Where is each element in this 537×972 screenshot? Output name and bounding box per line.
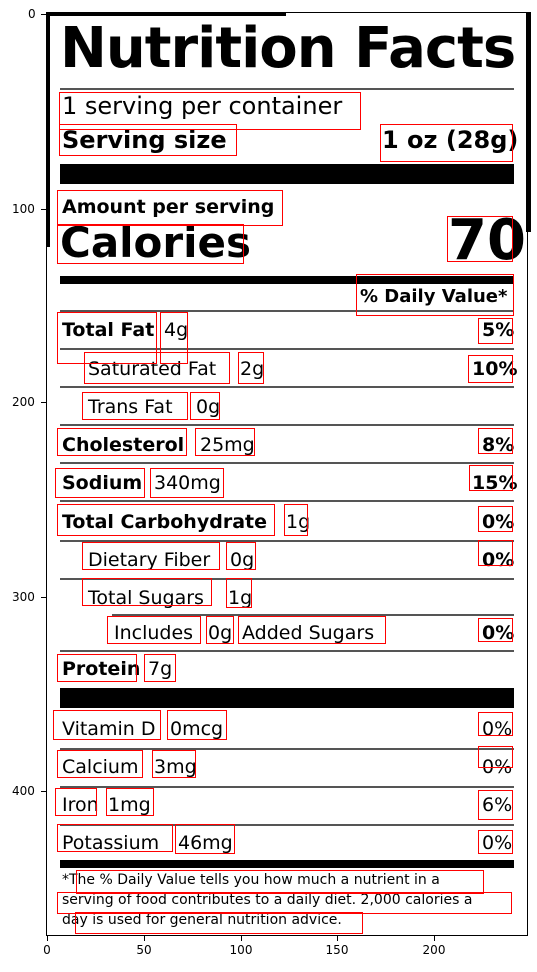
y-tick-mark [41,791,46,792]
divider [60,540,514,542]
divider [60,348,514,350]
y-tick-mark [41,209,46,210]
nutrient-dv: 0% [482,511,515,533]
vitamin-amount: 0mcg [170,718,224,740]
nutrient-dv: 5% [482,319,515,341]
nutrient-dv: 8% [482,434,515,456]
y-tick-label: 0 [28,7,36,21]
nutrient-name: Total Carbohydrate [62,511,267,533]
nutrient-amount: 0g [208,622,233,644]
divider [60,386,514,388]
footnote-line: *The % Daily Value tells you how much a … [62,872,440,888]
vitamin-name: Potassium [62,832,160,854]
label-border-right [526,12,531,232]
vitamin-amount: 3mg [154,756,197,778]
nutrient-amount: 1g [286,511,311,533]
y-tick-mark [41,597,46,598]
x-tick-label: 50 [136,943,152,957]
nutrient-name: Includes [114,622,194,644]
label-title: Nutrition Facts [60,16,516,81]
nutrient-name: Cholesterol [62,434,185,456]
thick-divider [60,688,514,708]
vitamin-name: Calcium [62,756,139,778]
footnote-line: serving of food contributes to a daily d… [62,892,473,908]
x-tick-mark [434,936,435,941]
nutrient-dv: 15% [472,472,518,494]
label-border-top [46,12,286,16]
nutrient-dv: 0% [482,622,515,644]
nutrient-name: Sodium [62,472,143,494]
daily-value-header: % Daily Value* [360,286,508,307]
nutrient-amount: 4g [164,319,189,341]
divider [60,824,514,826]
x-tick-mark [47,936,48,941]
nutrient-name: Dietary Fiber [88,549,211,571]
nutrient-amount: 0g [230,549,255,571]
nutrient-name: Trans Fat [88,396,173,418]
nutrient-dv: 10% [472,358,518,380]
nutrient-name: Saturated Fat [88,358,217,380]
nutrient-amount: 2g [240,358,265,380]
divider [60,88,514,90]
nutrient-name: Protein [62,658,141,680]
divider [60,650,514,652]
calories-value: 70 [448,208,526,273]
x-tick-label: 150 [325,943,349,957]
y-tick-label: 100 [12,202,35,216]
x-tick-mark [241,936,242,941]
x-tick-label: 0 [43,943,51,957]
serving-size-value: 1 oz (28g) [382,126,519,154]
divider [60,748,514,750]
divider [60,578,514,580]
medium-divider [60,276,514,284]
vitamin-amount: 46mg [178,832,233,854]
medium-divider [60,860,514,868]
nutrient-amount: 1g [228,587,253,609]
y-tick-label: 400 [12,784,35,798]
divider [60,462,514,464]
x-tick-label: 100 [229,943,253,957]
nutrient-dv: 0% [482,549,515,571]
vitamin-dv: 0% [482,718,513,740]
vitamin-amount: 1mg [108,794,151,816]
label-border-left [46,12,50,247]
footnote-line: day is used for general nutrition advice… [62,912,342,928]
x-tick-mark [144,936,145,941]
nutrient-extra: Added Sugars [242,622,375,644]
divider [60,310,514,312]
y-tick-mark [41,14,46,15]
nutrition-label: Nutrition Facts 1 serving per container … [48,14,526,934]
vitamin-dv: 0% [482,832,513,854]
servings-text: 1 serving per container [62,92,343,120]
vitamin-name: Iron [62,794,99,816]
nutrient-amount: 7g [148,658,173,680]
serving-size-label: Serving size [62,126,227,154]
x-tick-label: 200 [422,943,446,957]
calories-label: Calories [60,218,252,267]
amount-per-serving: Amount per serving [62,196,275,218]
y-tick-label: 200 [12,395,35,409]
divider [60,500,514,502]
nutrient-amount: 0g [196,396,221,418]
nutrient-amount: 340mg [154,472,221,494]
thick-divider [60,164,514,184]
x-tick-mark [337,936,338,941]
y-tick-label: 300 [12,590,35,604]
divider [60,786,514,788]
nutrient-name: Total Sugars [88,587,204,609]
nutrient-amount: 25mg [200,434,255,456]
vitamin-dv: 6% [482,794,513,816]
y-tick-mark [41,402,46,403]
vitamin-dv: 0% [482,756,513,778]
nutrient-name: Total Fat [62,319,155,341]
divider [112,614,514,616]
divider [60,424,514,426]
vitamin-name: Vitamin D [62,718,156,740]
